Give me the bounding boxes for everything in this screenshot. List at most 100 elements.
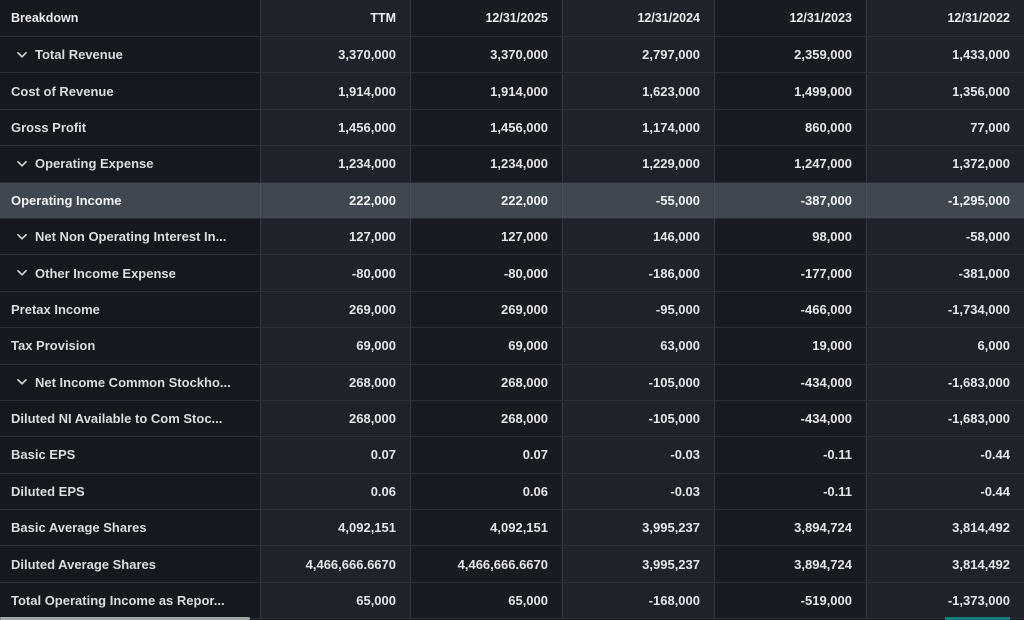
cell-value: 77,000	[867, 109, 1024, 146]
cell-value: 65,000	[411, 582, 563, 619]
cell-value: 98,000	[715, 218, 867, 255]
row-label-cell: Diluted EPS	[0, 473, 261, 510]
row-label: Total Operating Income as Repor...	[11, 593, 225, 609]
horizontal-scrollbar-thumb[interactable]	[0, 617, 250, 620]
row-label: Diluted Average Shares	[11, 556, 156, 572]
cell-value: -80,000	[411, 255, 563, 291]
cell-value: -381,000	[867, 255, 1024, 291]
cell-value: 1,229,000	[563, 146, 715, 182]
row-label: Other Income Expense	[35, 265, 176, 281]
cell-value: -1,683,000	[867, 400, 1024, 437]
cell-value: -1,373,000	[867, 582, 1024, 619]
table-row[interactable]: Diluted Average Shares 4,466,666.6670 4,46…	[0, 546, 1024, 583]
table-row[interactable]: Diluted EPS 0.06 0.06 -0.03 -0.11 -0.44	[0, 473, 1024, 511]
table-row[interactable]: Operating Expense 1,234,000 1,234,000 1,229…	[0, 146, 1024, 183]
cell-value: -0.11	[715, 473, 867, 510]
cell-value: 2,797,000	[563, 37, 715, 73]
cell-value: 0.06	[411, 473, 563, 510]
cell-value: 146,000	[563, 218, 715, 255]
row-label-cell: Total Operating Income as Repor...	[0, 582, 261, 619]
table-row[interactable]: Pretax Income 269,000 269,000 -95,000 -466,0…	[0, 291, 1024, 329]
cell-value: -1,734,000	[867, 291, 1024, 328]
chevron-down-icon[interactable]	[17, 379, 27, 385]
header-column-date: 12/31/2024	[563, 0, 715, 36]
cell-value: 127,000	[261, 218, 411, 255]
cell-value: 222,000	[261, 182, 411, 218]
row-label-cell: Pretax Income	[0, 291, 261, 328]
table-row[interactable]: Cost of Revenue 1,914,000 1,914,000 1,623,0…	[0, 73, 1024, 110]
cell-value: 268,000	[411, 364, 563, 400]
cell-value: 268,000	[411, 400, 563, 437]
table-row[interactable]: Total Operating Income as Repor... 65,000…	[0, 582, 1024, 620]
cell-value: 1,456,000	[411, 109, 563, 146]
cell-value: 19,000	[715, 328, 867, 364]
cell-value: -95,000	[563, 291, 715, 328]
chevron-down-icon[interactable]	[17, 160, 27, 167]
cell-value: -434,000	[715, 364, 867, 400]
cell-value: 3,995,237	[563, 546, 715, 582]
table-row[interactable]: Basic Average Shares 4,092,151 4,092,151 3,…	[0, 510, 1024, 547]
cell-value: -80,000	[261, 255, 411, 291]
cell-value: -0.44	[867, 473, 1024, 510]
table-row[interactable]: Tax Provision 69,000 69,000 63,000 19,000 6,0…	[0, 328, 1024, 365]
cell-value: 1,456,000	[261, 109, 411, 146]
cell-value: 1,356,000	[867, 73, 1024, 109]
row-label-cell: Operating Income	[0, 182, 261, 218]
cell-value: -434,000	[715, 400, 867, 437]
row-label-cell: Net Non Operating Interest In...	[0, 218, 261, 255]
row-label-cell: Total Revenue	[0, 37, 261, 73]
table-row[interactable]: Basic EPS 0.07 0.07 -0.03 -0.11 -0.44	[0, 437, 1024, 474]
cell-value: -0.03	[563, 437, 715, 473]
cell-value: 69,000	[411, 328, 563, 364]
table-row[interactable]: Diluted NI Available to Com Stoc... 268,0…	[0, 400, 1024, 438]
row-label: Operating Income	[11, 192, 122, 208]
cell-value: 4,466,666.6670	[261, 546, 411, 582]
chevron-down-icon[interactable]	[17, 51, 27, 58]
cell-value: 222,000	[411, 182, 563, 218]
cell-value: -105,000	[563, 364, 715, 400]
cell-value: -1,295,000	[867, 182, 1024, 218]
table-row[interactable]: Operating Income 222,000 222,000 -55,000 -38…	[0, 182, 1024, 219]
row-label-cell: Diluted NI Available to Com Stoc...	[0, 400, 261, 437]
chevron-down-icon[interactable]	[17, 270, 27, 276]
cell-value: 0.06	[261, 473, 411, 510]
row-label-cell: Basic EPS	[0, 437, 261, 473]
cell-value: 1,234,000	[411, 146, 563, 182]
cell-value: -1,683,000	[867, 364, 1024, 400]
row-label-cell: Operating Expense	[0, 146, 261, 182]
cell-value: 269,000	[411, 291, 563, 328]
cell-value: -466,000	[715, 291, 867, 328]
cell-value: 3,370,000	[411, 37, 563, 73]
row-label: Cost of Revenue	[11, 83, 114, 99]
table-row[interactable]: Gross Profit 1,456,000 1,456,000 1,174,000 8…	[0, 109, 1024, 147]
table-row[interactable]: Other Income Expense -80,000 -80,000 -186,0…	[0, 255, 1024, 292]
chevron-down-icon[interactable]	[17, 233, 27, 240]
table-row[interactable]: Net Income Common Stockho... 268,000 268,0…	[0, 364, 1024, 401]
cell-value: -168,000	[563, 582, 715, 619]
row-label: Net Income Common Stockho...	[35, 374, 231, 390]
row-label: Operating Expense	[35, 156, 154, 172]
row-label: Net Non Operating Interest In...	[35, 229, 227, 245]
row-label-cell: Net Income Common Stockho...	[0, 364, 261, 400]
cell-value: 1,234,000	[261, 146, 411, 182]
row-label: Diluted EPS	[11, 483, 85, 499]
cell-value: -387,000	[715, 182, 867, 218]
cell-value: 268,000	[261, 364, 411, 400]
row-label: Basic Average Shares	[11, 520, 147, 536]
row-label: Gross Profit	[11, 119, 87, 135]
row-label: Total Revenue	[35, 47, 123, 63]
cell-value: 3,894,724	[715, 510, 867, 546]
row-label-cell: Cost of Revenue	[0, 73, 261, 109]
cell-value: -177,000	[715, 255, 867, 291]
cell-value: -55,000	[563, 182, 715, 218]
row-label-cell: Tax Provision	[0, 328, 261, 364]
cell-value: 269,000	[261, 291, 411, 328]
cell-value: 65,000	[261, 582, 411, 619]
cell-value: 1,499,000	[715, 73, 867, 109]
table-row[interactable]: Total Revenue 3,370,000 3,370,000 2,797,000…	[0, 37, 1024, 74]
cell-value: 1,623,000	[563, 73, 715, 109]
table-row[interactable]: Net Non Operating Interest In... 127,000 1…	[0, 218, 1024, 256]
cell-value: -519,000	[715, 582, 867, 619]
cell-value: -0.03	[563, 473, 715, 510]
